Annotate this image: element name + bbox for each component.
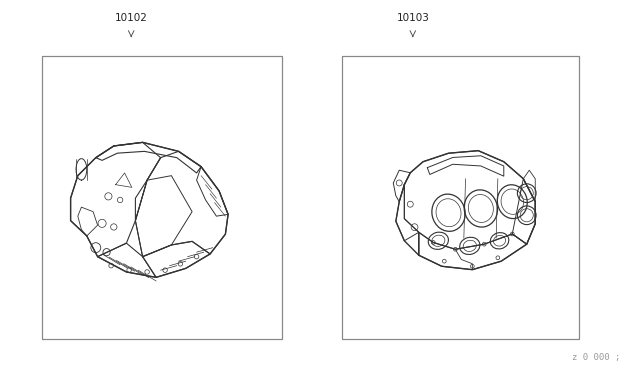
Bar: [342, 56, 579, 339]
Bar: [42, 56, 282, 339]
Text: 10102: 10102: [115, 13, 148, 23]
Text: z 0 000 ;: z 0 000 ;: [572, 353, 620, 362]
Text: 10103: 10103: [396, 13, 429, 23]
Bar: [342, 56, 579, 339]
Bar: [42, 56, 282, 339]
